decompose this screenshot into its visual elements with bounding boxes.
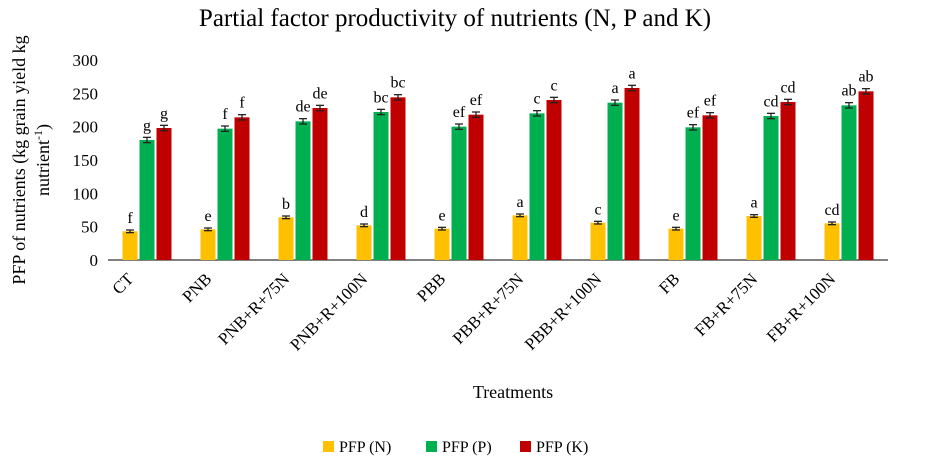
significance-label: d [360, 204, 368, 221]
x-tick-label: FB+R+100N [763, 269, 839, 345]
y-tick-label: 300 [73, 51, 99, 70]
bar [356, 225, 372, 260]
y-axis-ticks: 0 50 100 150 200 250 300 [73, 51, 99, 270]
bar [139, 140, 155, 260]
bar [668, 228, 684, 260]
significance-label: ab [858, 69, 873, 86]
bar [390, 97, 406, 260]
significance-label: c [550, 77, 557, 94]
significance-label: f [222, 106, 228, 123]
significance-label: e [438, 207, 445, 224]
bar [312, 108, 328, 260]
significance-label: a [750, 195, 757, 212]
y-axis-title-line1: PFP of nutrients (kg grain yield kg [9, 35, 30, 284]
y-axis-title: PFP of nutrients (kg grain yield kg nutr… [9, 35, 54, 284]
x-tick-label: PNB+R+75N [214, 269, 293, 348]
significance-label: f [127, 210, 133, 227]
significance-label: cd [780, 79, 795, 96]
y-axis-title-superscript: -1 [31, 130, 45, 140]
significance-label: bc [390, 75, 405, 92]
bar [780, 102, 796, 260]
bar [278, 217, 294, 260]
x-axis-title: Treatments [473, 382, 553, 402]
bar [468, 114, 484, 261]
legend-swatch [323, 441, 334, 452]
y-tick-label: 0 [90, 251, 99, 270]
bar [841, 105, 857, 260]
bar [746, 216, 762, 260]
significance-label: b [282, 196, 290, 213]
x-tick-label: PBB [413, 269, 449, 305]
significance-label: ef [704, 93, 717, 110]
significance-label: g [143, 117, 151, 134]
bar [217, 128, 233, 260]
bar [373, 112, 389, 260]
significance-label: c [594, 201, 601, 218]
significance-label: ef [687, 105, 700, 122]
bar [685, 127, 701, 260]
significance-label: bc [373, 89, 388, 106]
significance-label: cd [763, 93, 778, 110]
x-tick-label: PNB+R+100N [286, 269, 371, 354]
bar [234, 117, 250, 260]
x-tick-label: FB+R+75N [691, 269, 761, 339]
y-tick-label: 50 [81, 218, 98, 237]
legend-swatch [520, 441, 531, 452]
bars: fggeffbdededbcbceefefacccaaeefefacdcdcda… [122, 65, 874, 261]
bar [824, 223, 840, 260]
bar [702, 115, 718, 260]
bar [512, 215, 528, 260]
bar [590, 222, 606, 260]
legend-swatch [426, 441, 437, 452]
y-tick-label: 100 [73, 184, 99, 203]
x-tick-label: PBB+R+100N [521, 269, 605, 353]
bar [858, 91, 874, 260]
bar [295, 121, 311, 260]
legend-label: PFP (P) [442, 439, 492, 456]
bar [156, 128, 172, 260]
significance-label: g [160, 105, 168, 122]
bar [763, 116, 779, 260]
significance-label: e [204, 208, 211, 225]
y-tick-label: 200 [73, 118, 99, 137]
significance-label: ab [841, 83, 856, 100]
x-tick-label: PNB [179, 269, 216, 306]
x-tick-label: CT [109, 269, 138, 298]
bar [624, 88, 640, 260]
x-tick-label: FB [655, 269, 683, 297]
significance-label: a [516, 194, 523, 211]
svg-text:PFP of nutrients (kg grain yie: PFP of nutrients (kg grain yield kg [9, 35, 30, 284]
significance-label: cd [824, 202, 839, 219]
bar [434, 228, 450, 260]
significance-label: de [312, 85, 327, 102]
legend: PFP (N) PFP (P) PFP (K) [323, 439, 588, 456]
significance-label: de [295, 99, 310, 116]
y-axis-title-line2: nutrient [33, 140, 53, 196]
x-tick-label: PBB+R+75N [449, 269, 527, 347]
svg-text:nutrient-1): nutrient-1) [31, 124, 54, 196]
significance-label: ef [453, 104, 466, 121]
bar [607, 102, 623, 261]
bar [122, 231, 138, 260]
significance-label: a [611, 80, 618, 97]
significance-label: f [239, 95, 245, 112]
significance-label: a [628, 65, 635, 82]
y-tick-label: 150 [73, 151, 99, 170]
bar [451, 126, 467, 261]
legend-label: PFP (N) [339, 439, 391, 456]
bar [529, 113, 545, 260]
y-tick-label: 250 [73, 84, 99, 103]
significance-label: ef [470, 92, 483, 109]
y-axis-title-close: ) [33, 124, 54, 130]
significance-label: e [672, 207, 679, 224]
bar [200, 229, 216, 260]
significance-label: c [533, 91, 540, 108]
legend-label: PFP (K) [536, 439, 588, 456]
bar [546, 100, 562, 260]
chart-title: Partial factor productivity of nutrients… [199, 5, 711, 32]
